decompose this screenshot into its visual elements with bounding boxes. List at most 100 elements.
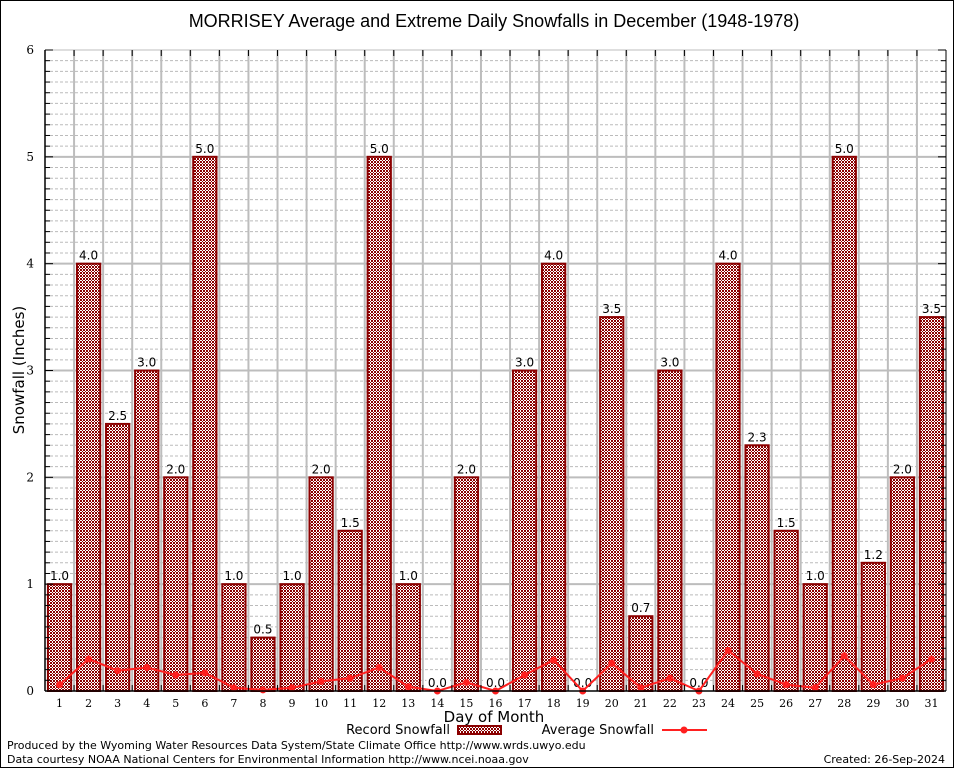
- record-bar-day-7: [221, 583, 247, 693]
- legend: Record Snowfall Average Snowfall: [346, 723, 707, 738]
- average-point-day-29: [869, 681, 877, 689]
- bar-value-label: 2.0: [312, 462, 331, 476]
- x-tick-label: 13: [401, 697, 415, 710]
- bar-value-label: 5.0: [835, 142, 854, 156]
- x-tick-label: 26: [779, 697, 793, 710]
- bar-value-label: 4.0: [718, 249, 737, 263]
- average-point-day-18: [550, 656, 558, 664]
- x-tick-label: 31: [924, 697, 938, 710]
- record-bar-day-3: [105, 422, 131, 692]
- record-bar-day-27: [802, 583, 828, 693]
- bar-value-label: 2.0: [457, 462, 476, 476]
- bar-value-label: 3.0: [137, 356, 156, 370]
- record-bar-day-28: [831, 155, 857, 693]
- x-tick-label: 24: [721, 697, 735, 710]
- x-tick-label: 20: [605, 697, 619, 710]
- record-bar-day-24: [715, 262, 741, 692]
- record-bar-day-22: [657, 369, 683, 692]
- x-tick-label: 19: [576, 697, 590, 710]
- y-tick-label: 4: [26, 257, 34, 271]
- legend-swatch-record: [457, 725, 502, 735]
- record-bar-day-13: [395, 583, 421, 693]
- bar-value-label: 1.0: [283, 569, 302, 583]
- x-tick-label: 6: [201, 697, 208, 710]
- average-point-day-4: [143, 663, 151, 671]
- footer-created-date: Created: 26-Sep-2024: [823, 753, 945, 766]
- bar-value-label: 1.0: [806, 569, 825, 583]
- x-tick-label: 14: [430, 697, 444, 710]
- average-point-day-28: [840, 652, 848, 660]
- x-tick-label: 10: [314, 697, 328, 710]
- average-point-day-10: [317, 677, 325, 685]
- bar-value-label: 0.0: [689, 676, 708, 690]
- y-axis-label: Snowfall (Inches): [10, 306, 28, 434]
- record-bar-day-9: [279, 583, 305, 693]
- average-point-day-25: [753, 670, 761, 678]
- bar-value-label: 5.0: [195, 142, 214, 156]
- legend-label-record: Record Snowfall: [346, 723, 450, 738]
- record-bar-day-8: [250, 636, 276, 692]
- bar-value-label: 2.0: [893, 462, 912, 476]
- x-tick-label: 30: [895, 697, 909, 710]
- average-point-day-20: [608, 659, 616, 667]
- average-point-day-27: [811, 684, 819, 692]
- x-tick-label: 29: [866, 697, 880, 710]
- x-tick-label: 2: [85, 697, 92, 710]
- x-tick-label: 9: [289, 697, 296, 710]
- average-point-day-12: [375, 663, 383, 671]
- legend-label-average: Average Snowfall: [542, 723, 654, 738]
- average-point-day-7: [230, 684, 238, 692]
- bar-value-label: 3.0: [515, 356, 534, 370]
- record-bar-day-12: [366, 155, 392, 693]
- y-tick-label: 3: [26, 364, 34, 378]
- x-tick-label: 17: [518, 697, 532, 710]
- average-point-day-8: [259, 686, 267, 694]
- average-point-day-6: [201, 669, 209, 677]
- x-axis-label: Day of Month: [444, 708, 545, 726]
- average-point-day-3: [114, 667, 122, 675]
- bar-value-label: 0.5: [253, 623, 272, 637]
- record-bar-day-17: [511, 369, 538, 692]
- x-tick-label: 11: [343, 697, 357, 710]
- bar-layer: 1.0 4.0 2.5 3.0 2.0 5.0 1.0 0.5 1.0 2.0 1.5 5.0 1.0 0…: [46, 142, 945, 693]
- y-tick-label: 6: [26, 43, 34, 57]
- record-bar-day-5: [163, 476, 189, 693]
- record-bar-day-29: [860, 561, 886, 692]
- record-bar-day-26: [773, 529, 799, 692]
- x-tick-label: 1: [56, 697, 63, 710]
- average-point-day-31: [927, 655, 935, 663]
- bar-value-label: 2.3: [748, 430, 767, 444]
- footer-data-courtesy: Data courtesy NOAA National Centers for …: [7, 753, 529, 766]
- bar-value-label: 1.2: [864, 548, 883, 562]
- bar-value-label: 0.7: [631, 601, 650, 615]
- bar-value-label: 4.0: [544, 249, 563, 263]
- x-tick-label: 4: [143, 697, 150, 710]
- x-tick-label: 15: [459, 697, 473, 710]
- y-tick-label: 0: [26, 684, 34, 698]
- bar-value-label: 1.0: [224, 569, 243, 583]
- bar-value-label: 2.0: [166, 462, 185, 476]
- average-point-day-30: [898, 674, 906, 682]
- x-tick-label: 25: [750, 697, 764, 710]
- average-point-day-24: [724, 646, 732, 654]
- bar-value-label: 0.0: [486, 676, 505, 690]
- x-tick-label: 18: [547, 697, 561, 710]
- average-point-day-1: [56, 681, 64, 689]
- average-point-day-21: [637, 684, 645, 692]
- legend-marker-average: [680, 726, 688, 734]
- x-tick-label: 3: [114, 697, 121, 710]
- zero-label-background: [426, 675, 449, 689]
- x-tick-label: 22: [663, 697, 677, 710]
- x-tick-label: 28: [837, 697, 851, 710]
- average-point-day-26: [782, 681, 790, 689]
- bar-value-label: 5.0: [370, 142, 389, 156]
- y-tick-label: 2: [26, 470, 34, 484]
- record-bar-day-1: [46, 583, 73, 693]
- footer-produced-by: Produced by the Wyoming Water Resources …: [7, 739, 586, 752]
- average-point-day-17: [521, 671, 529, 679]
- bar-value-label: 3.5: [602, 302, 621, 316]
- bar-value-label: 1.0: [50, 569, 69, 583]
- record-bar-day-30: [889, 476, 916, 693]
- y-tick-label: 5: [26, 150, 34, 164]
